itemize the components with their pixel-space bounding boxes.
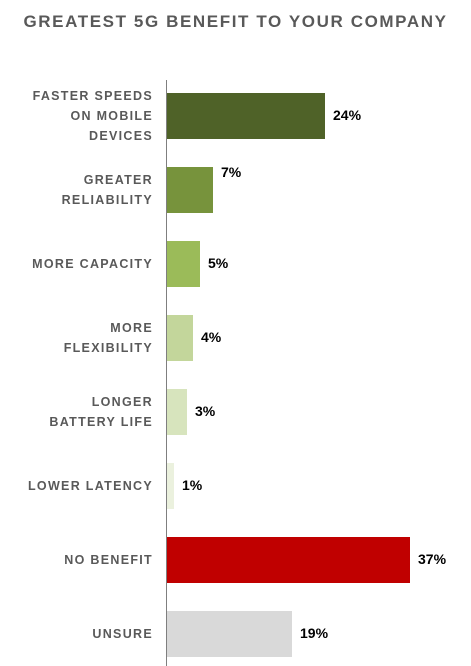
- bar: [167, 389, 187, 435]
- category-label-line: UNSURE: [92, 627, 153, 641]
- bar: [167, 611, 292, 657]
- bar: [167, 537, 410, 583]
- value-label: 1%: [182, 477, 203, 493]
- bar: [167, 463, 174, 509]
- category-label: UNSURE: [3, 624, 153, 644]
- value-label: 4%: [201, 329, 222, 345]
- category-label-line: GREATER: [83, 173, 153, 187]
- category-label: FASTER SPEEDS ON MOBILE DEVICES: [3, 86, 153, 146]
- category-label-line: RELIABILITY: [61, 193, 153, 207]
- bar: [167, 167, 213, 213]
- category-label-line: LOWER LATENCY: [28, 479, 153, 493]
- bar: [167, 315, 193, 361]
- value-label: 37%: [418, 551, 447, 567]
- category-label-line: FASTER SPEEDS: [32, 89, 153, 103]
- value-label: 19%: [300, 625, 329, 641]
- category-label-line: NO BENEFIT: [64, 553, 153, 567]
- chart-title: GREATEST 5G BENEFIT TO YOUR COMPANY: [23, 12, 448, 31]
- category-label-line: BATTERY LIFE: [49, 415, 153, 429]
- category-label: LONGER BATTERY LIFE: [3, 392, 153, 432]
- category-label-line: MORE: [110, 321, 153, 335]
- category-axis-line: [166, 80, 167, 666]
- category-label: GREATER RELIABILITY: [3, 170, 153, 210]
- value-label: 5%: [208, 255, 229, 271]
- category-label-line: DEVICES: [89, 129, 153, 143]
- bar: [167, 93, 325, 139]
- category-label-line: ON MOBILE: [70, 109, 153, 123]
- category-label: NO BENEFIT: [3, 550, 153, 570]
- category-label-line: MORE CAPACITY: [32, 257, 153, 271]
- category-label: MORE CAPACITY: [3, 254, 153, 274]
- category-label: LOWER LATENCY: [3, 476, 153, 496]
- value-label: 3%: [195, 403, 216, 419]
- value-label: 7%: [221, 164, 242, 180]
- category-label-line: LONGER: [91, 395, 153, 409]
- value-label: 24%: [333, 107, 362, 123]
- bar: [167, 241, 200, 287]
- category-label-line: FLEXIBILITY: [63, 341, 153, 355]
- category-label: MORE FLEXIBILITY: [3, 318, 153, 358]
